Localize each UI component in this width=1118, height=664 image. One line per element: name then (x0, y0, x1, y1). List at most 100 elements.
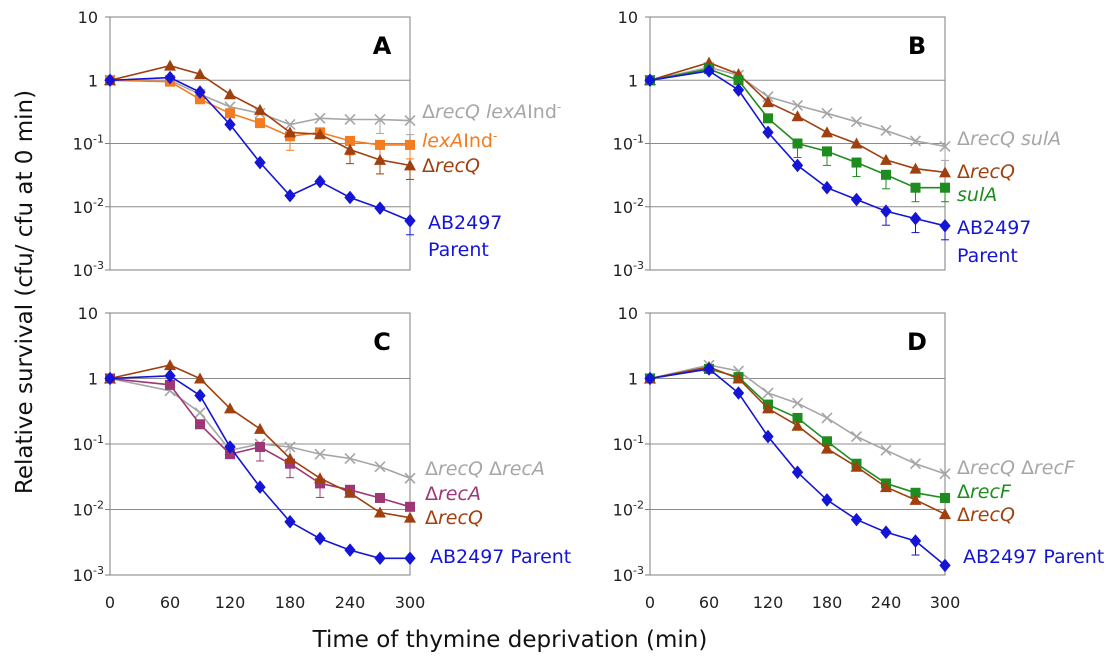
data-point (762, 387, 774, 399)
series-label-parent: AB2497 (957, 217, 1031, 239)
data-point (284, 441, 296, 453)
data-point (880, 481, 892, 493)
data-point (939, 468, 951, 480)
series-label-recq: ΔrecQ (957, 504, 1015, 526)
data-point (405, 501, 415, 512)
data-point (791, 397, 804, 409)
data-point (344, 143, 356, 155)
panel-label: B (908, 32, 926, 60)
data-point (314, 174, 326, 189)
series-line (110, 79, 411, 126)
data-point (374, 551, 386, 566)
data-point (284, 452, 296, 464)
data-point (850, 512, 863, 527)
data-point (405, 139, 415, 150)
data-point (314, 128, 326, 140)
data-point (284, 188, 296, 203)
y-tick-label: 1 (628, 370, 638, 389)
data-point (374, 153, 386, 165)
data-point (763, 113, 773, 124)
panel-label: A (373, 32, 392, 60)
y-tick-label: 10-2 (613, 196, 644, 217)
data-point (404, 551, 416, 566)
data-point (254, 422, 266, 434)
data-point (314, 448, 326, 460)
data-point (375, 139, 385, 150)
data-point (164, 59, 176, 71)
data-point (344, 452, 356, 465)
series-label-recq: ΔrecQ (425, 507, 483, 529)
data-point (939, 219, 951, 233)
series-label-parent: AB2497 Parent (963, 546, 1104, 568)
data-point (194, 372, 206, 384)
x-tick-label: 0 (645, 593, 655, 612)
series-label-recq_recf: ΔrecQ ΔrecF (957, 457, 1076, 479)
data-point (195, 419, 205, 430)
data-point (909, 162, 922, 174)
x-tick-label: 180 (812, 593, 843, 612)
series-label-sula: sulA (957, 184, 997, 206)
series-line (649, 66, 946, 148)
data-point (850, 192, 863, 207)
data-point (939, 558, 951, 573)
data-point (880, 125, 892, 137)
series-recq: ΔrecQ (104, 359, 483, 529)
data-point (940, 492, 950, 503)
data-point (909, 458, 922, 470)
data-point (284, 126, 296, 138)
series-parent: AB2497 Parent (644, 64, 1031, 267)
data-point (910, 182, 921, 193)
series-parent: AB2497 Parent (104, 70, 502, 261)
x-tick-label: 300 (930, 593, 961, 612)
data-point (404, 472, 416, 484)
data-point (822, 146, 832, 157)
data-point (194, 388, 206, 403)
data-point (791, 465, 804, 480)
data-point (224, 117, 236, 132)
series-line (109, 364, 411, 519)
data-point (791, 110, 804, 122)
data-point (375, 492, 385, 503)
data-point (345, 135, 355, 146)
data-point (164, 369, 176, 383)
data-point (224, 402, 236, 414)
series-line (649, 70, 946, 227)
data-point (224, 88, 236, 100)
data-point (194, 85, 206, 99)
data-point (851, 157, 862, 168)
series-label-recq_sula: ΔrecQ sulA (957, 128, 1061, 150)
data-point (821, 126, 833, 138)
data-point (404, 115, 416, 127)
panel-label: C (373, 328, 391, 356)
y-tick-label: 10-3 (613, 564, 644, 585)
series-line (649, 368, 946, 567)
y-tick-label: 10-1 (613, 433, 644, 454)
data-point (909, 493, 922, 505)
data-point (314, 472, 326, 484)
y-tick-label: 10 (618, 8, 638, 27)
x-tick-label: 240 (871, 593, 902, 612)
data-point (791, 419, 804, 431)
x-tick-label: 300 (395, 593, 426, 612)
data-point (225, 449, 235, 460)
data-point (732, 386, 745, 400)
series-label-recq: ΔrecQ (422, 155, 480, 177)
x-axis-title: Time of thymine deprivation (min) (312, 627, 708, 653)
data-point (762, 125, 774, 140)
data-point (791, 99, 804, 111)
series-label-parent: AB2497 (428, 212, 502, 234)
data-point (165, 379, 175, 390)
data-point (344, 190, 356, 205)
data-point (821, 493, 833, 507)
data-point (254, 103, 266, 115)
data-point (254, 480, 266, 494)
data-point (194, 407, 206, 419)
series-label-parent: AB2497 Parent (430, 546, 571, 568)
data-point (880, 204, 892, 218)
series-label-recf: ΔrecF (957, 481, 1012, 503)
data-point (703, 64, 715, 78)
data-point (910, 487, 921, 498)
data-point (374, 461, 386, 473)
data-point (314, 531, 326, 546)
